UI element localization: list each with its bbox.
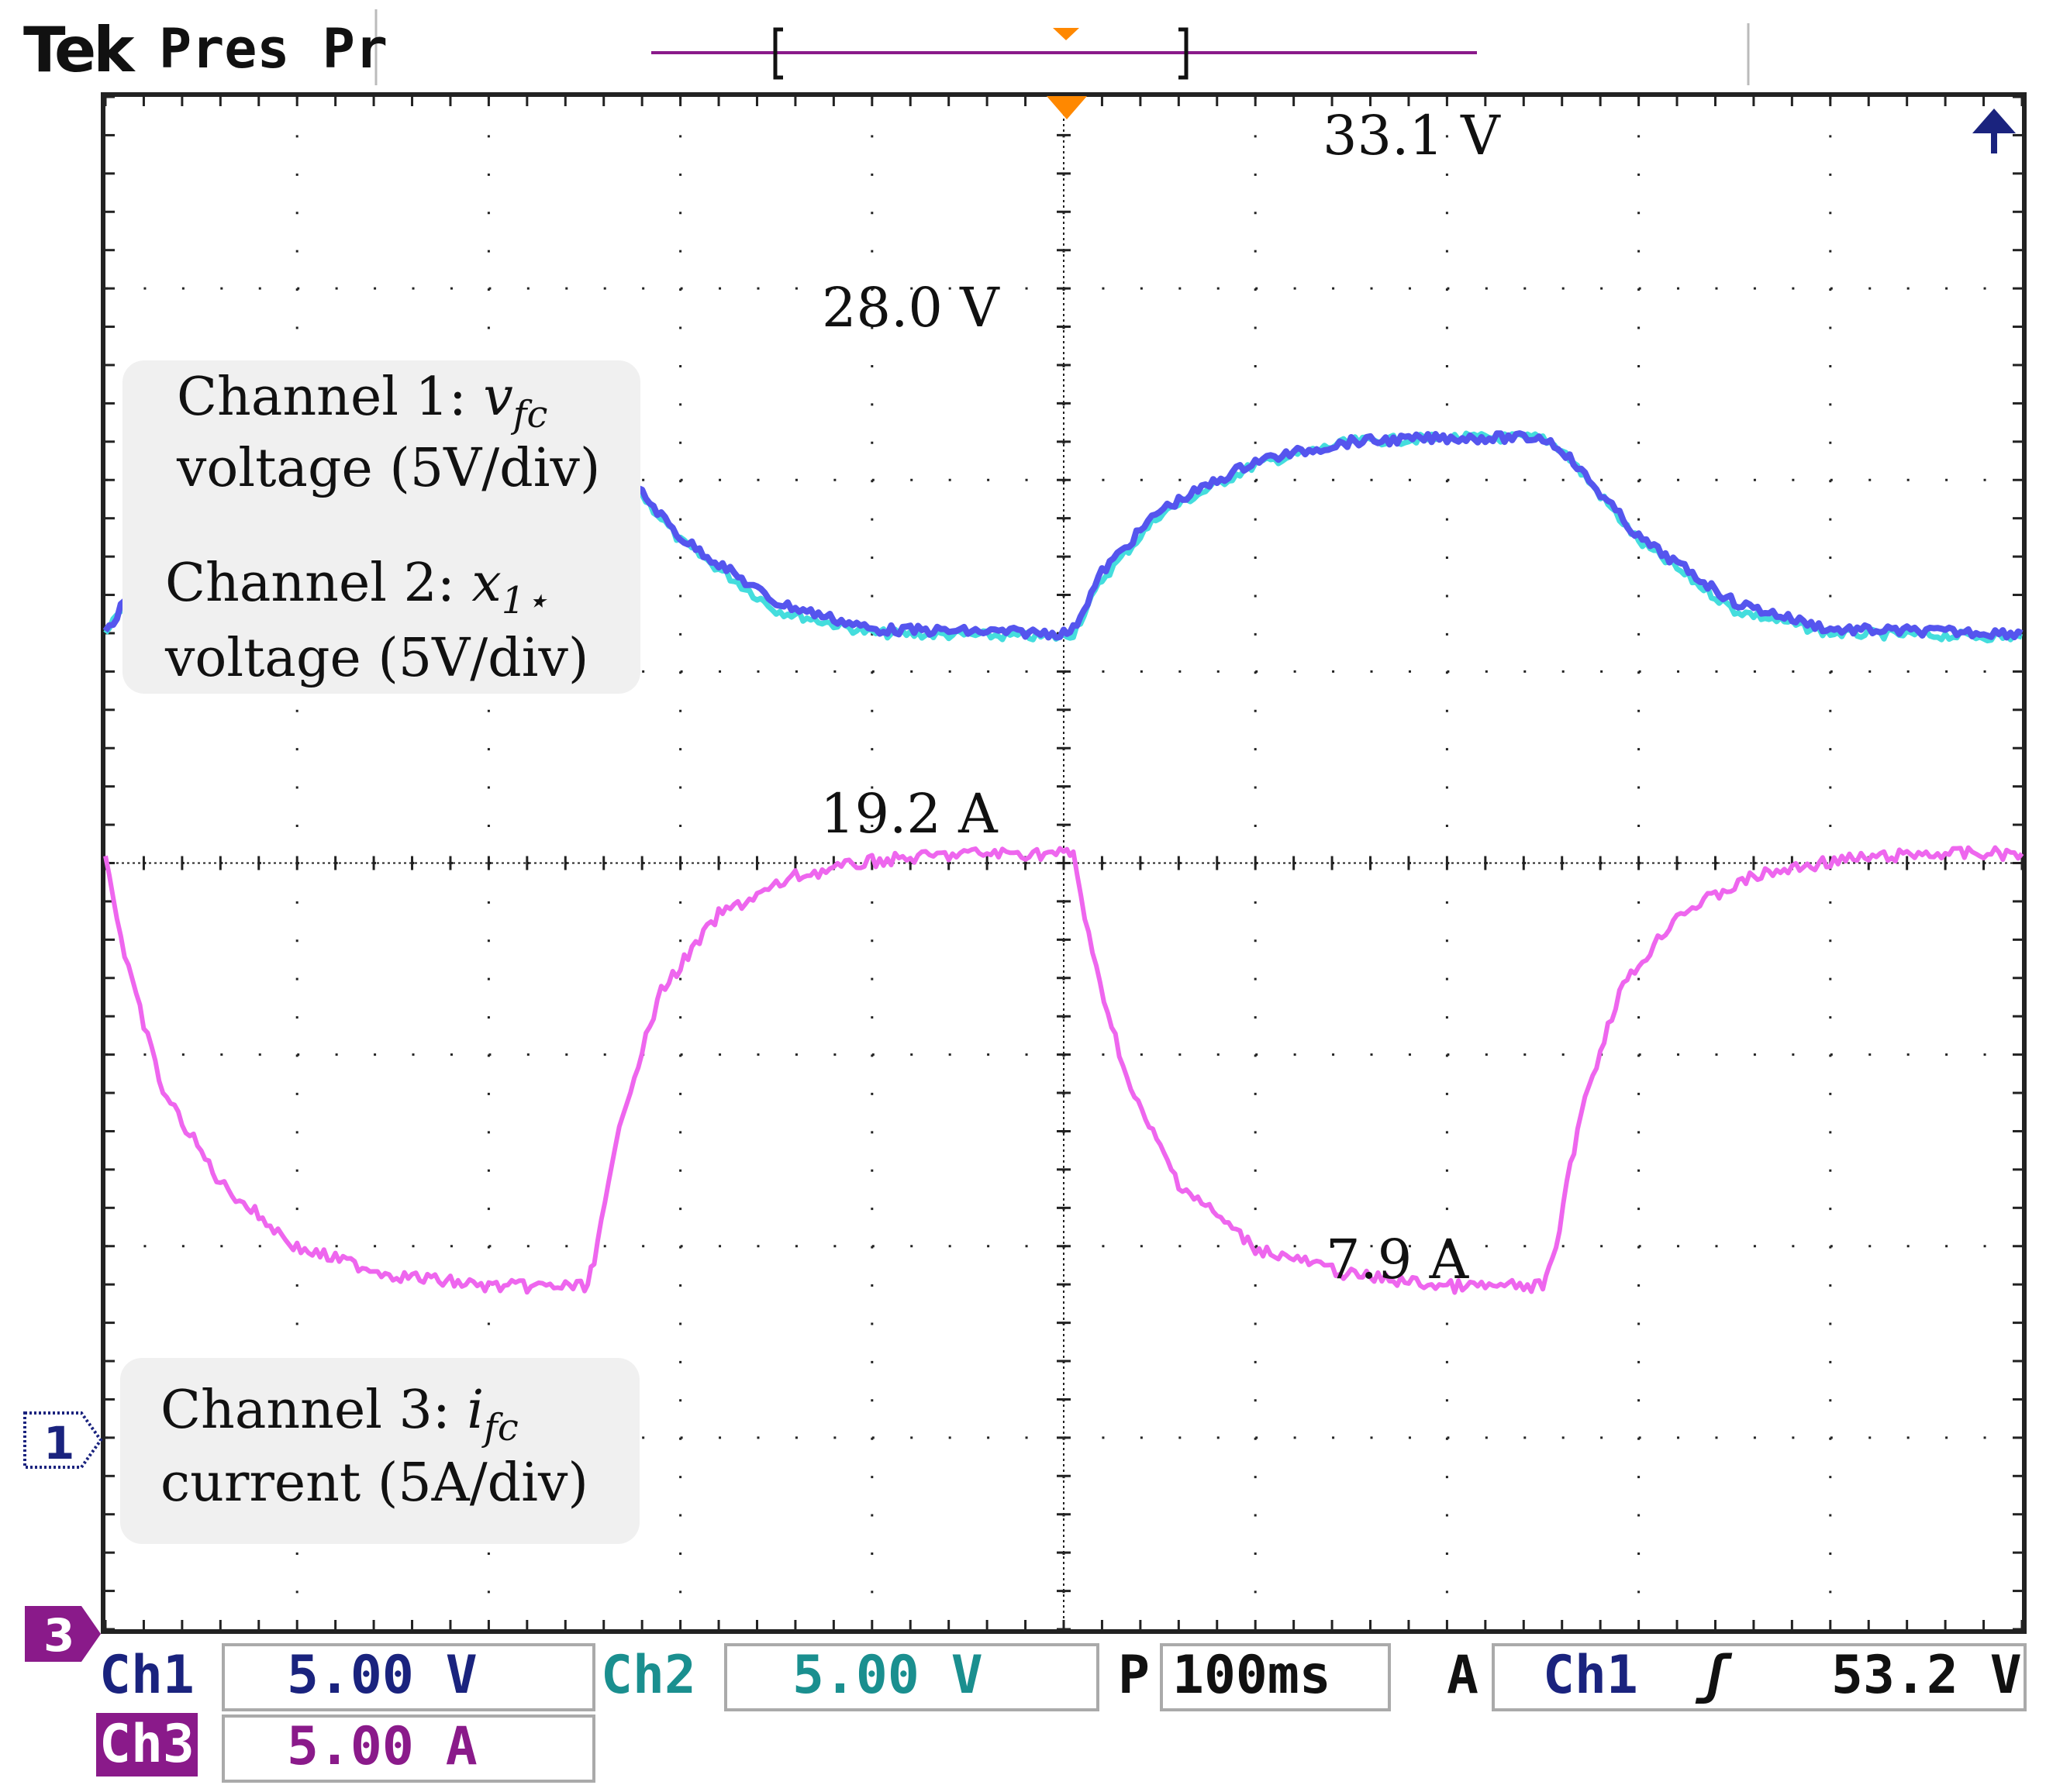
annotation-i-low: 7.9 A	[1326, 1228, 1469, 1291]
footer-ch3-label[interactable]: Ch3	[96, 1713, 198, 1776]
footer-trigger-box	[1492, 1643, 2027, 1711]
footer-ch2-scale: 5.00 V	[792, 1645, 983, 1706]
ch3-marker-label: 3	[43, 1609, 74, 1662]
footer-ch3-scale-box	[222, 1714, 595, 1783]
legend-ch3-symbol: i	[467, 1380, 485, 1441]
legend-ch1-line1: Channel 1: vfc	[177, 367, 547, 436]
graticule-frame	[101, 92, 2027, 1634]
record-window-left-bracket	[773, 27, 783, 80]
legend-ch2-line1: Channel 2: x1⋆	[165, 553, 548, 622]
legend-ch2-subscript: 1⋆	[501, 579, 549, 622]
legend-voltage-channels: Channel 1: vfc voltage (5V/div) Channel …	[122, 360, 640, 694]
footer-ch1-scale-box	[222, 1643, 595, 1711]
footer-trigger-source[interactable]: Ch1	[1543, 1645, 1638, 1706]
brand-logo: Tek	[23, 14, 134, 86]
record-window-right-bracket	[1178, 27, 1189, 80]
legend-ch3-subscript: fc	[484, 1406, 519, 1449]
legend-ch1-line2: voltage (5V/div)	[177, 438, 601, 499]
trigger-slope-icon: ʃ	[1698, 1645, 1730, 1706]
trigger-position-marker	[1047, 96, 1087, 119]
legend-ch3-prefix: Channel 3:	[160, 1380, 450, 1441]
record-trigger-marker	[1053, 28, 1079, 40]
ch3-ifc-trace	[103, 845, 2024, 1295]
footer-ch2-scale-box	[724, 1643, 1099, 1711]
legend-current-channel: Channel 3: ifc current (5A/div)	[120, 1358, 640, 1544]
legend-ch2-prefix: Channel 2:	[165, 553, 455, 614]
ch1-ground-marker: 1	[23, 1411, 103, 1470]
annotation-v-low: 28.0 V	[822, 276, 999, 339]
footer-ch1-label[interactable]: Ch1	[99, 1645, 195, 1706]
footer-a-label: A	[1447, 1645, 1478, 1706]
ch1-marker-label: 1	[43, 1417, 74, 1470]
footer-ch3-scale: 5.00 A	[287, 1716, 478, 1777]
footer-timebase[interactable]: 100ms	[1172, 1645, 1331, 1706]
legend-ch1-prefix: Channel 1:	[177, 367, 467, 428]
annotation-v-high: 33.1 V	[1323, 104, 1500, 167]
annotation-i-high: 19.2 A	[820, 782, 998, 846]
legend-ch1-subscript: fc	[512, 393, 548, 436]
ch3-ground-marker: 3	[25, 1606, 101, 1662]
footer-ch1-scale: 5.00 V	[287, 1645, 478, 1706]
legend-ch3-line2: current (5A/div)	[160, 1453, 588, 1514]
footer-timebase-box	[1160, 1643, 1391, 1711]
acquisition-status: Pres Pr	[159, 17, 388, 81]
legend-ch1-symbol: v	[483, 367, 513, 428]
legend-ch2-symbol: x	[471, 553, 502, 614]
legend-ch3-line1: Channel 3: ifc	[160, 1380, 519, 1449]
footer-p-label: P	[1118, 1645, 1150, 1706]
footer-ch2-label[interactable]: Ch2	[601, 1645, 696, 1706]
legend-ch2-line2: voltage (5V/div)	[165, 628, 589, 689]
trigger-level-arrow	[1972, 109, 2016, 153]
footer-trigger-level: 53.2 V	[1831, 1645, 2022, 1706]
